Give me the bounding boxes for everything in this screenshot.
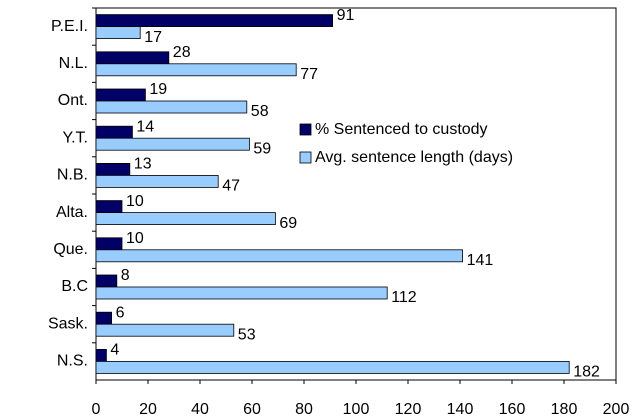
y-tick-label: Que. (53, 241, 88, 258)
y-tick-label: Ont. (58, 92, 88, 109)
data-label: 28 (173, 44, 191, 61)
bar (95, 311, 112, 325)
x-tick-label: 180 (551, 401, 578, 418)
data-label: 59 (253, 140, 271, 157)
legend-label: % Sentenced to custody (315, 121, 488, 138)
data-label: 141 (467, 252, 494, 269)
x-tick-label: 120 (395, 401, 422, 418)
x-tick-label: 200 (603, 401, 630, 418)
y-tick-label: N.L. (59, 55, 88, 72)
y-tick-label: P.E.I. (51, 18, 88, 35)
data-label: 13 (134, 156, 152, 173)
legend-label: Avg. sentence length (days) (315, 149, 513, 166)
data-label: 77 (300, 66, 318, 83)
data-label: 47 (222, 178, 240, 195)
y-tick-label: Sask. (48, 315, 88, 332)
bar (95, 125, 133, 139)
bar (95, 274, 118, 288)
y-tick-label: Y.T. (63, 129, 89, 146)
bar (95, 137, 250, 151)
data-label: 91 (337, 7, 355, 24)
bar (95, 237, 123, 251)
x-tick-label: 160 (499, 401, 526, 418)
bar (95, 212, 276, 226)
bar (95, 100, 248, 114)
bar (95, 51, 170, 65)
bar (95, 174, 219, 188)
data-label: 112 (391, 289, 417, 306)
data-label: 6 (116, 304, 125, 321)
data-label: 4 (110, 342, 119, 359)
x-tick-label: 60 (243, 401, 261, 418)
data-label: 69 (279, 215, 297, 232)
y-tick-label: N.S. (57, 353, 88, 370)
x-tick-label: 100 (343, 401, 370, 418)
bar (95, 286, 388, 300)
y-tick-label: B.C (61, 278, 88, 295)
legend-swatch (299, 123, 312, 136)
x-tick-label: 140 (447, 401, 474, 418)
data-label: 19 (149, 81, 167, 98)
y-tick-label: Alta. (56, 204, 88, 221)
bar (95, 63, 297, 77)
data-label: 10 (126, 230, 144, 247)
bar (95, 200, 123, 214)
data-label: 53 (238, 326, 256, 343)
bar (95, 88, 146, 102)
data-label: 58 (251, 103, 269, 120)
bar (95, 249, 464, 263)
y-tick-label: N.B. (57, 167, 88, 184)
data-label: 182 (573, 364, 600, 381)
x-tick-label: 20 (139, 401, 157, 418)
data-label: 17 (144, 29, 162, 46)
bar (95, 323, 235, 337)
bar (95, 26, 141, 40)
data-label: 14 (136, 118, 154, 135)
x-tick-label: 0 (92, 401, 101, 418)
data-label: 10 (126, 193, 144, 210)
bar (95, 14, 334, 28)
bar (95, 348, 107, 362)
bar (95, 162, 131, 176)
x-tick-label: 80 (295, 401, 313, 418)
legend-swatch (299, 151, 312, 164)
bar (95, 360, 570, 374)
data-label: 8 (121, 267, 130, 284)
x-tick-label: 40 (191, 401, 209, 418)
